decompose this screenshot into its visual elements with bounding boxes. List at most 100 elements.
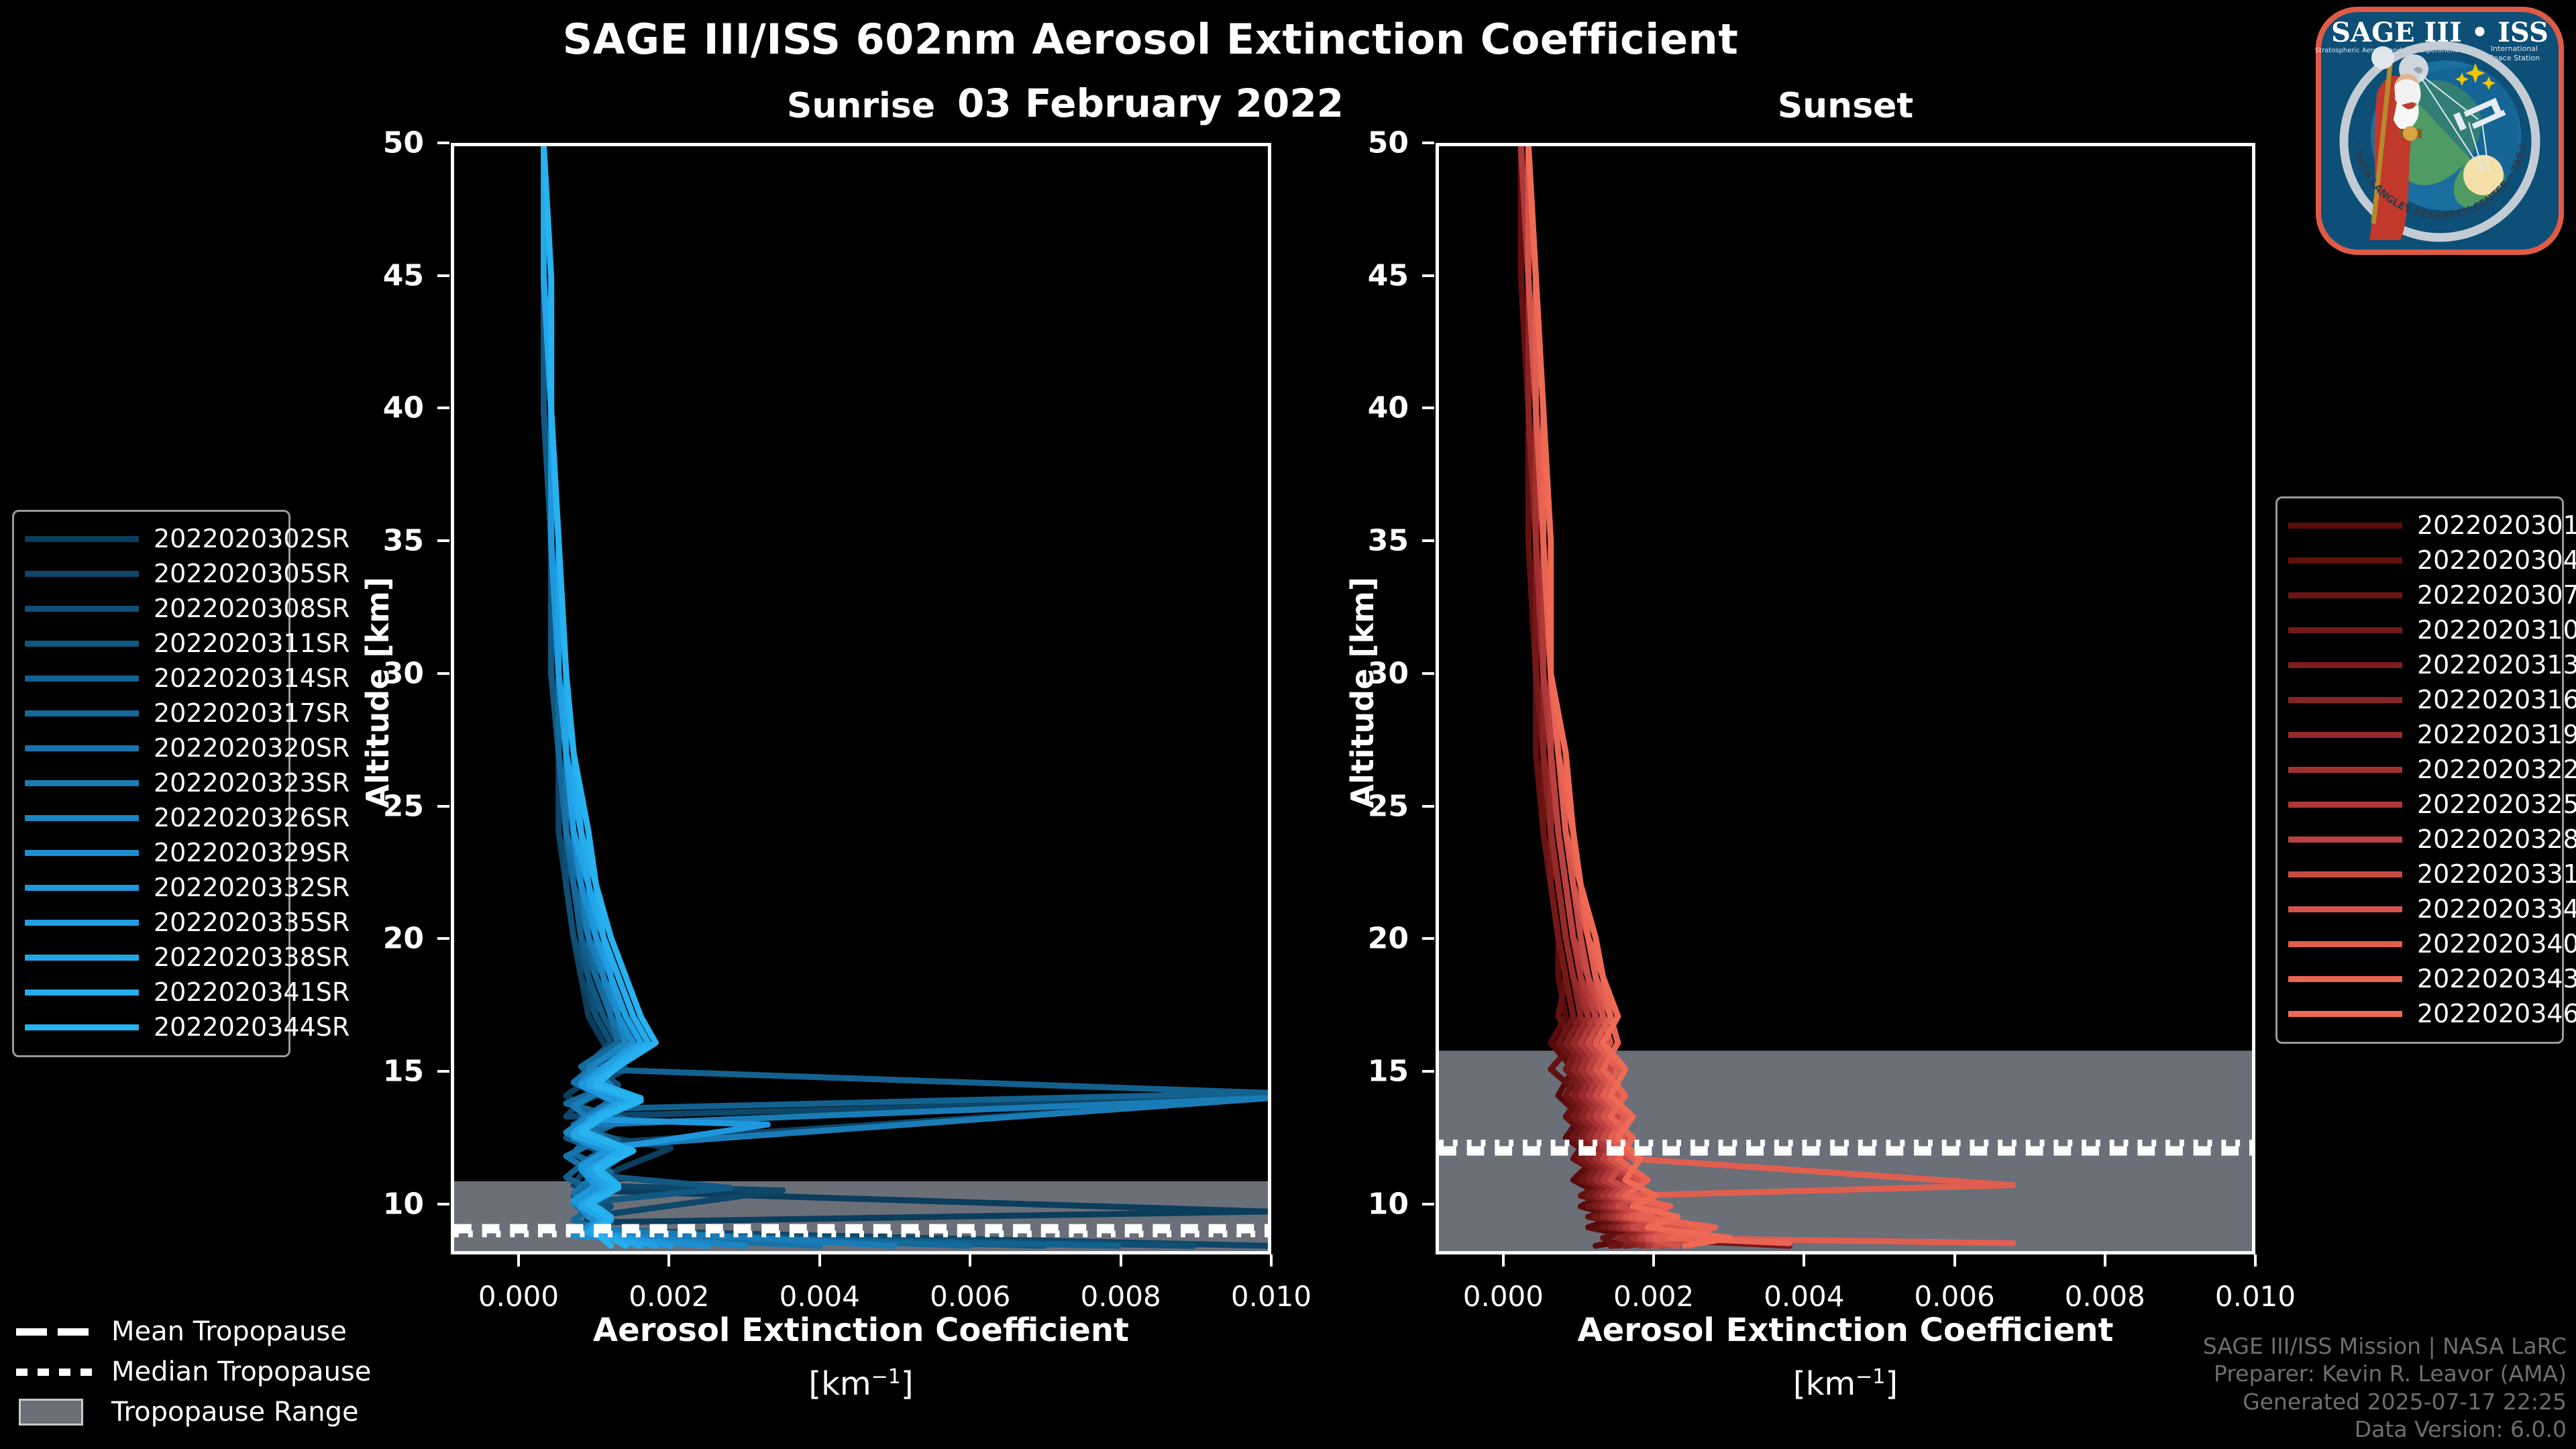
- sunrise-ytick-label: 50: [382, 125, 424, 160]
- sunrise-ytick-mark: [437, 937, 449, 941]
- sunset-xtick-mark: [1803, 1254, 1806, 1267]
- legend-item-2022020346SS[interactable]: 2022020346SS: [2288, 996, 2576, 1031]
- legend-swatch-2022020341SR: [25, 989, 139, 996]
- legend-swatch-2022020305SR: [25, 570, 139, 577]
- legend-label-2022020325SS: 2022020325SS: [2417, 790, 2576, 819]
- legend-item-median-tropopause: Median Tropopause: [16, 1352, 392, 1392]
- sunset-xtick-mark: [1501, 1254, 1505, 1267]
- legend-item-2022020314SR[interactable]: 2022020314SR: [25, 661, 350, 696]
- legend-swatch-2022020304SS: [2288, 557, 2402, 564]
- legend-swatch-2022020319SS: [2288, 731, 2402, 738]
- sunrise-xtick-mark: [517, 1254, 520, 1267]
- legend-label-2022020311SR: 2022020311SR: [154, 629, 350, 658]
- sunset-ytick-label: 30: [1367, 656, 1409, 691]
- sunrise-xtick-mark: [667, 1254, 671, 1267]
- legend-item-2022020334SS[interactable]: 2022020334SS: [2288, 892, 2576, 926]
- legend-item-2022020310SS[interactable]: 2022020310SS: [2288, 612, 2576, 647]
- xunit-exponent: −1: [1856, 1365, 1886, 1389]
- credit-line-version: Data Version: 6.0.0: [2354, 1416, 2567, 1443]
- sunset-xtick-mark: [1953, 1254, 1956, 1267]
- legend-swatch-2022020335SR: [25, 919, 139, 926]
- legend-item-2022020301SS[interactable]: 2022020301SS: [2288, 508, 2576, 543]
- legend-swatch-2022020322SS: [2288, 766, 2402, 773]
- sunrise-xaxis-unit: [km−1]: [451, 1365, 1271, 1403]
- legend-swatch-2022020302SR: [25, 535, 139, 542]
- sunset-ytick-label: 50: [1367, 125, 1409, 160]
- sunrise-event-legend[interactable]: 2022020302SR 2022020305SR 2022020308SR 2022…: [12, 510, 350, 1057]
- legend-item-2022020322SS[interactable]: 2022020322SS: [2288, 752, 2576, 787]
- legend-label-2022020344SR: 2022020344SR: [154, 1012, 350, 1042]
- legend-item-2022020305SR[interactable]: 2022020305SR: [25, 556, 350, 591]
- sunrise-ytick-label: 40: [382, 390, 424, 425]
- legend-swatch-2022020325SS: [2288, 801, 2402, 808]
- legend-item-2022020313SS[interactable]: 2022020313SS: [2288, 647, 2576, 682]
- legend-swatch-2022020314SR: [25, 675, 139, 682]
- legend-item-2022020317SR[interactable]: 2022020317SR: [25, 696, 350, 731]
- legend-label-median: Median Tropopause: [111, 1356, 372, 1387]
- sunset-event-legend[interactable]: 2022020301SS 2022020304SS 2022020307SS 2022…: [2275, 496, 2576, 1044]
- sunrise-plot-canvas: [454, 146, 1268, 1251]
- legend-swatch-2022020317SR: [25, 710, 139, 716]
- xunit-suffix: ]: [900, 1365, 914, 1403]
- legend-item-2022020340SS[interactable]: 2022020340SS: [2288, 926, 2576, 961]
- legend-label-2022020302SR: 2022020302SR: [154, 524, 350, 553]
- sunset-xtick-label: 0.004: [1764, 1280, 1845, 1313]
- credit-line-mission: SAGE III/ISS Mission | NASA LaRC: [2202, 1332, 2567, 1359]
- legend-item-2022020341SR[interactable]: 2022020341SR: [25, 975, 350, 1010]
- sunset-xaxis-unit: [km−1]: [1436, 1365, 2255, 1403]
- legend-swatch-2022020307SS: [2288, 592, 2402, 598]
- sunset-ytick-mark: [1422, 1070, 1434, 1073]
- legend-item-2022020307SS[interactable]: 2022020307SS: [2288, 578, 2576, 612]
- dashed-line-icon: [16, 1322, 97, 1341]
- logo-subtitle-right-2: Space Station: [2489, 54, 2540, 62]
- legend-swatch-2022020331SS: [2288, 871, 2402, 877]
- gray-band-swatch-icon: [16, 1399, 97, 1426]
- sunset-xtick-label: 0.008: [2064, 1280, 2145, 1313]
- sunrise-ytick-label: 15: [382, 1054, 424, 1089]
- legend-item-2022020302SR[interactable]: 2022020302SR: [25, 521, 350, 556]
- sunrise-ytick-label: 10: [382, 1187, 424, 1222]
- legend-item-2022020344SR[interactable]: 2022020344SR: [25, 1010, 350, 1044]
- sunset-ytick-mark: [1422, 804, 1434, 808]
- legend-label-2022020346SS: 2022020346SS: [2417, 999, 2576, 1028]
- legend-item-2022020319SS[interactable]: 2022020319SS: [2288, 717, 2576, 752]
- legend-item-2022020332SR[interactable]: 2022020332SR: [25, 870, 350, 905]
- legend-swatch-2022020326SR: [25, 814, 139, 821]
- sunset-ytick-label: 45: [1367, 258, 1409, 293]
- xunit-prefix: [km: [808, 1365, 871, 1403]
- legend-item-2022020326SR[interactable]: 2022020326SR: [25, 800, 350, 835]
- legend-swatch-2022020344SR: [25, 1024, 139, 1030]
- legend-label-2022020331SS: 2022020331SS: [2417, 859, 2576, 889]
- legend-item-2022020323SR[interactable]: 2022020323SR: [25, 765, 350, 800]
- legend-item-2022020335SR[interactable]: 2022020335SR: [25, 905, 350, 940]
- legend-item-2022020338SR[interactable]: 2022020338SR: [25, 940, 350, 975]
- sunrise-ytick-mark: [437, 1202, 449, 1205]
- sunset-plot-panel: [1436, 143, 2255, 1254]
- legend-item-2022020308SR[interactable]: 2022020308SR: [25, 591, 350, 626]
- sunset-ytick-label: 40: [1367, 390, 1409, 425]
- legend-item-2022020320SR[interactable]: 2022020320SR: [25, 731, 350, 765]
- sunset-ytick-mark: [1422, 672, 1434, 675]
- legend-label-2022020304SS: 2022020304SS: [2417, 545, 2576, 575]
- legend-label-2022020332SR: 2022020332SR: [154, 873, 350, 902]
- legend-item-2022020311SR[interactable]: 2022020311SR: [25, 626, 350, 661]
- legend-item-2022020331SS[interactable]: 2022020331SS: [2288, 857, 2576, 892]
- legend-item-2022020343SS[interactable]: 2022020343SS: [2288, 961, 2576, 996]
- legend-item-2022020325SS[interactable]: 2022020325SS: [2288, 787, 2576, 822]
- legend-item-2022020328SS[interactable]: 2022020328SS: [2288, 822, 2576, 857]
- sunset-ytick-mark: [1422, 1202, 1434, 1205]
- credit-line-generated: Generated 2025-07-17 22:25: [2243, 1388, 2567, 1415]
- legend-swatch-2022020329SR: [25, 849, 139, 856]
- legend-label-range: Tropopause Range: [111, 1397, 359, 1428]
- legend-swatch-2022020328SS: [2288, 836, 2402, 843]
- legend-label-2022020316SS: 2022020316SS: [2417, 685, 2576, 714]
- legend-label-2022020326SR: 2022020326SR: [154, 803, 350, 833]
- profile-line-2022020314SR: [541, 146, 1268, 1249]
- credits-block: SAGE III/ISS Mission | NASA LaRC Prepare…: [2203, 1332, 2567, 1444]
- legend-item-2022020304SS[interactable]: 2022020304SS: [2288, 543, 2576, 578]
- legend-item-2022020316SS[interactable]: 2022020316SS: [2288, 682, 2576, 717]
- legend-item-2022020329SR[interactable]: 2022020329SR: [25, 835, 350, 870]
- sunrise-panel-title: Sunrise: [786, 86, 936, 126]
- sunrise-xtick-mark: [969, 1254, 972, 1267]
- legend-label-2022020320SR: 2022020320SR: [154, 733, 350, 763]
